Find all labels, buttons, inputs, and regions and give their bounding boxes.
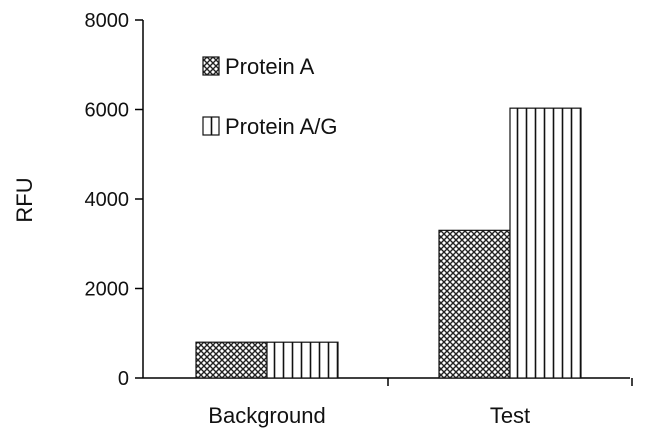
y-tick-label: 6000 [85, 100, 130, 122]
legend-swatch-protein-a [202, 56, 220, 76]
y-axis: 0 2000 4000 6000 8000 [85, 10, 144, 390]
x-labels: Background Test [208, 378, 633, 428]
bar-protein-a-test [438, 229, 511, 379]
bar-protein-a-g-test [509, 107, 582, 379]
bar-protein-a-background [195, 341, 268, 379]
legend: Protein A Protein A/G [202, 54, 338, 139]
legend-swatch-protein-a-g [202, 116, 220, 136]
y-tick-label: 8000 [85, 10, 130, 32]
bars [195, 107, 582, 379]
legend-label: Protein A/G [225, 114, 338, 139]
y-tick-label: 4000 [85, 189, 130, 211]
x-tick-label: Test [490, 403, 530, 428]
legend-label: Protein A [225, 54, 315, 79]
y-tick-label: 2000 [85, 279, 130, 301]
y-axis-label: RFU [12, 177, 37, 222]
x-tick-label: Background [208, 403, 325, 428]
y-ticks: 0 2000 4000 6000 8000 [85, 10, 143, 390]
bar-protein-a-g-background [266, 341, 339, 379]
y-tick-label: 0 [118, 368, 129, 390]
x-axis: Background Test [143, 377, 633, 428]
